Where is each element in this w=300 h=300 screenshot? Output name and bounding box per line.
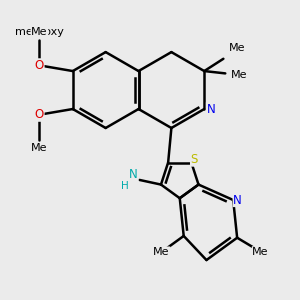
Text: N: N [129,168,138,181]
Text: Me: Me [31,143,48,153]
Text: Me: Me [252,247,269,257]
Text: Me: Me [231,70,247,80]
Text: N: N [206,103,215,116]
Text: Me: Me [31,27,48,37]
Text: O: O [35,59,44,72]
Text: Me: Me [153,247,170,257]
Text: H: H [121,182,129,191]
Text: methoxy: methoxy [15,27,64,37]
Text: S: S [190,153,198,166]
Text: N: N [233,194,242,206]
Text: Me: Me [229,43,246,53]
Text: O: O [35,108,44,121]
